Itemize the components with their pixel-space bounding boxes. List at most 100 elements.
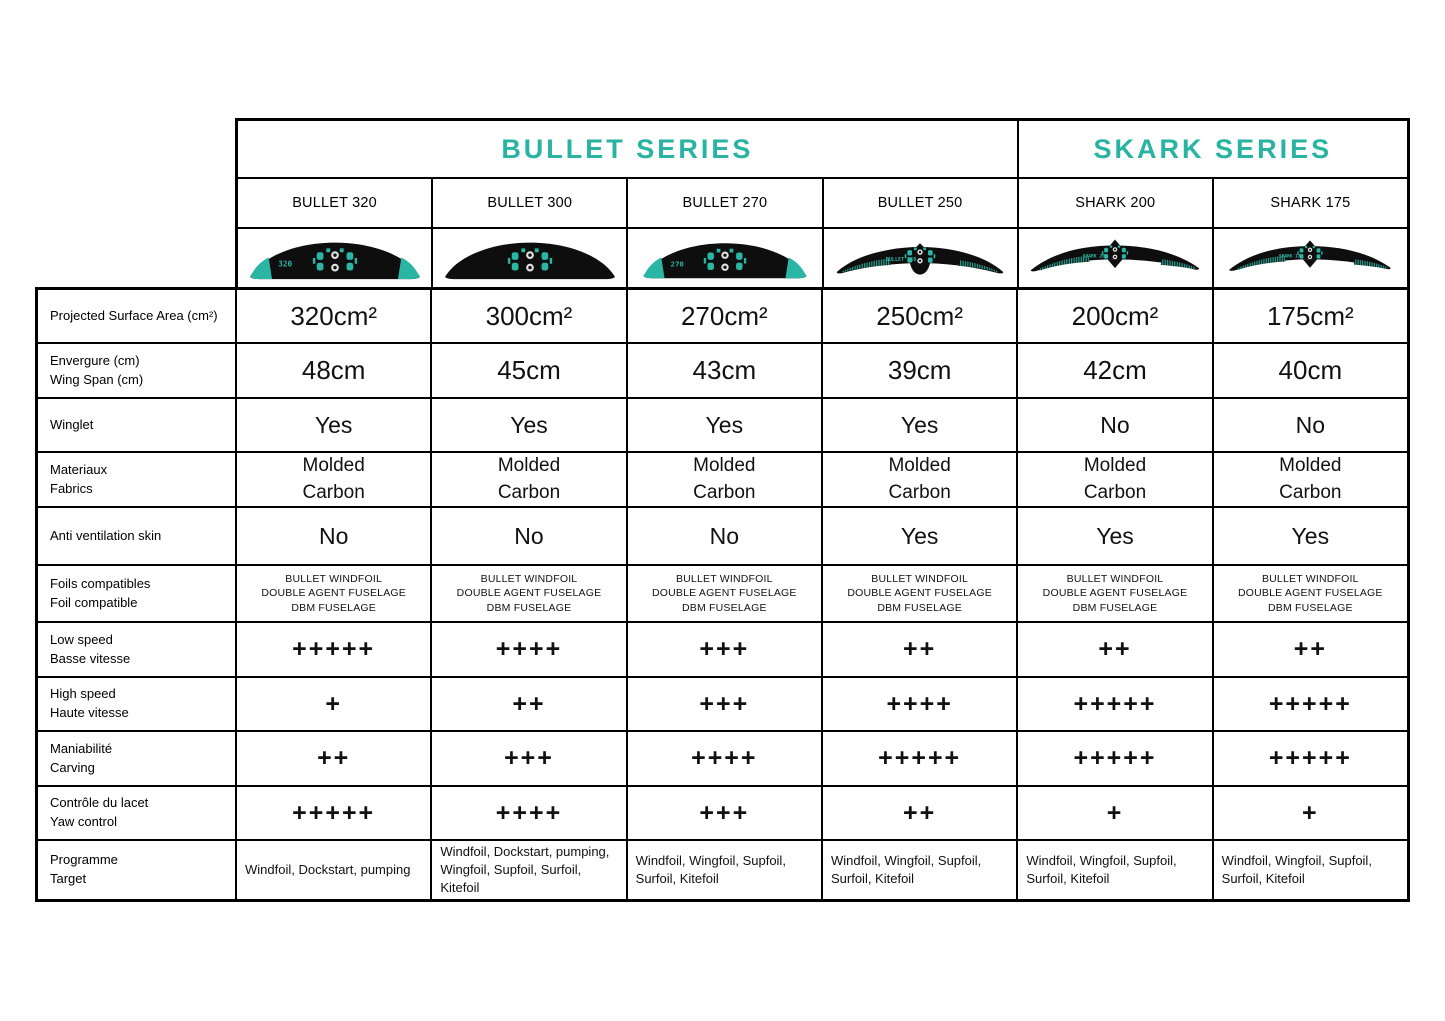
row-label-materials: Materiaux Fabrics <box>38 453 235 506</box>
wing-label-320: 320 <box>278 260 292 269</box>
wing-image-shark-175: SHARK 175 <box>1213 229 1407 287</box>
rating-cell: ++++ <box>432 623 626 676</box>
row-label-line2: Basse vitesse <box>50 650 131 666</box>
rating-cell: + <box>237 678 431 730</box>
series-header-bullet: BULLET SERIES <box>238 121 1017 177</box>
rating-cell: +++++ <box>237 787 431 839</box>
wing-label-175: SHARK 175 <box>1279 254 1303 260</box>
spec-cell: 45cm <box>432 344 626 397</box>
wing-image-bullet-250: BULLET 250 <box>823 229 1017 287</box>
spec-cell: 270cm² <box>627 290 821 342</box>
rating-cell: ++ <box>237 732 431 785</box>
spec-cell: BULLET WINDFOIL DOUBLE AGENT FUSELAGE DB… <box>432 566 626 621</box>
spec-cell: 320cm² <box>237 290 431 342</box>
spec-cell: BULLET WINDFOIL DOUBLE AGENT FUSELAGE DB… <box>627 566 821 621</box>
model-header-bullet-300: BULLET 300 <box>433 179 627 227</box>
rating-cell: ++ <box>822 623 1017 676</box>
row-label-high-speed: High speed Haute vitesse <box>38 678 235 730</box>
bullet-270-wing-icon: 270 <box>628 229 821 287</box>
spec-cell: Yes <box>1018 508 1212 564</box>
rating-cell: +++ <box>627 623 821 676</box>
rating-cell: ++ <box>1018 623 1212 676</box>
target-cell: Windfoil, Dockstart, pumping, Wingfoil, … <box>432 841 626 899</box>
row-label-line1: Anti ventilation skin <box>50 527 162 543</box>
row-label-programme-target: Programme Target <box>38 841 235 899</box>
row-label-wing-span: Envergure (cm) Wing Span (cm) <box>38 344 235 397</box>
rating-cell: +++ <box>432 732 626 785</box>
rating-cell: +++++ <box>237 623 431 676</box>
rating-cell: +++++ <box>1213 732 1407 785</box>
row-label-yaw-control: Contrôle du lacet Yaw control <box>38 787 235 839</box>
row-label-foils-compatible: Foils compatibles Foil compatible <box>38 566 235 621</box>
row-label-low-speed: Low speed Basse vitesse <box>38 623 235 676</box>
rating-cell: +++++ <box>822 732 1017 785</box>
target-cell: Windfoil, Wingfoil, Supfoil, Surfoil, Ki… <box>1018 841 1212 899</box>
row-label-line1: Materiaux <box>50 461 108 477</box>
spec-cell: No <box>1213 399 1407 451</box>
rating-cell: +++++ <box>1018 732 1212 785</box>
target-cell: Windfoil, Dockstart, pumping <box>237 841 431 899</box>
wing-image-bullet-320: 320 <box>238 229 432 287</box>
spec-cell: Yes <box>822 399 1017 451</box>
spec-cell: 175cm² <box>1213 290 1407 342</box>
spec-cell: 42cm <box>1018 344 1212 397</box>
spec-cell: No <box>1018 399 1212 451</box>
spec-cell: Molded Carbon <box>627 453 821 506</box>
row-label-carving: Maniabilité Carving <box>38 732 235 785</box>
row-label-line2: Target <box>50 871 87 886</box>
spec-cell: Molded Carbon <box>822 453 1017 506</box>
row-label-line1: Programme <box>50 852 118 868</box>
row-label-line1: Envergure (cm) <box>50 352 140 368</box>
spec-cell: Yes <box>627 399 821 451</box>
spec-cell: BULLET WINDFOIL DOUBLE AGENT FUSELAGE DB… <box>1018 566 1212 621</box>
row-label-line1: Maniabilité <box>50 740 113 756</box>
model-header-shark-200: SHARK 200 <box>1018 179 1212 227</box>
row-label-line2: Wing Span (cm) <box>50 371 144 387</box>
model-header-bullet-270: BULLET 270 <box>628 179 822 227</box>
shark-200-wing-icon: SHARK 200 <box>1019 229 1212 287</box>
row-label-line1: Projected Surface Area (cm²) <box>50 307 218 323</box>
spec-cell: BULLET WINDFOIL DOUBLE AGENT FUSELAGE DB… <box>1213 566 1407 621</box>
spec-cell: 300cm² <box>432 290 626 342</box>
wing-image-bullet-300 <box>433 229 627 287</box>
spec-cell: Yes <box>237 399 431 451</box>
spec-cell: 43cm <box>627 344 821 397</box>
spec-cell: BULLET WINDFOIL DOUBLE AGENT FUSELAGE DB… <box>237 566 431 621</box>
spec-cell: Molded Carbon <box>1213 453 1407 506</box>
row-label-line1: Contrôle du lacet <box>50 795 149 811</box>
spec-cell: Molded Carbon <box>237 453 431 506</box>
rating-cell: +++++ <box>1213 678 1407 730</box>
row-label-line2: Fabrics <box>50 480 93 496</box>
row-label-line2: Foil compatible <box>50 594 138 610</box>
spec-cell: 39cm <box>822 344 1017 397</box>
rating-cell: + <box>1018 787 1212 839</box>
spec-cell: 200cm² <box>1018 290 1212 342</box>
row-label-projected-surface-area: Projected Surface Area (cm²) <box>38 290 235 342</box>
rating-cell: + <box>1213 787 1407 839</box>
spec-cell: No <box>432 508 626 564</box>
rating-cell: ++++ <box>822 678 1017 730</box>
spec-cell: Yes <box>822 508 1017 564</box>
row-label-line2: Yaw control <box>50 814 117 829</box>
spec-cell: No <box>237 508 431 564</box>
target-cell: Windfoil, Wingfoil, Supfoil, Surfoil, Ki… <box>1213 841 1407 899</box>
target-cell: Windfoil, Wingfoil, Supfoil, Surfoil, Ki… <box>627 841 821 899</box>
target-cell: Windfoil, Wingfoil, Supfoil, Surfoil, Ki… <box>822 841 1017 899</box>
wing-label-270: 270 <box>670 259 683 268</box>
wing-image-shark-200: SHARK 200 <box>1018 229 1212 287</box>
rating-cell: ++++ <box>627 732 821 785</box>
wing-label-250: BULLET 250 <box>886 257 916 263</box>
bullet-250-wing-icon: BULLET 250 <box>824 229 1017 287</box>
comparison-table-header: BULLET SERIES SKARK SERIES BULLET 320 BU… <box>235 118 1410 287</box>
model-header-shark-175: SHARK 175 <box>1213 179 1407 227</box>
wing-label-200: SHARK 200 <box>1083 254 1108 260</box>
row-label-anti-ventilation-skin: Anti ventilation skin <box>38 508 235 564</box>
row-label-line1: High speed <box>50 686 116 702</box>
row-label-line2: Carving <box>50 759 95 775</box>
rating-cell: ++ <box>822 787 1017 839</box>
row-label-winglet: Winglet <box>38 399 235 451</box>
spec-cell: 40cm <box>1213 344 1407 397</box>
row-label-line1: Low speed <box>50 631 113 647</box>
spec-cell: Molded Carbon <box>432 453 626 506</box>
